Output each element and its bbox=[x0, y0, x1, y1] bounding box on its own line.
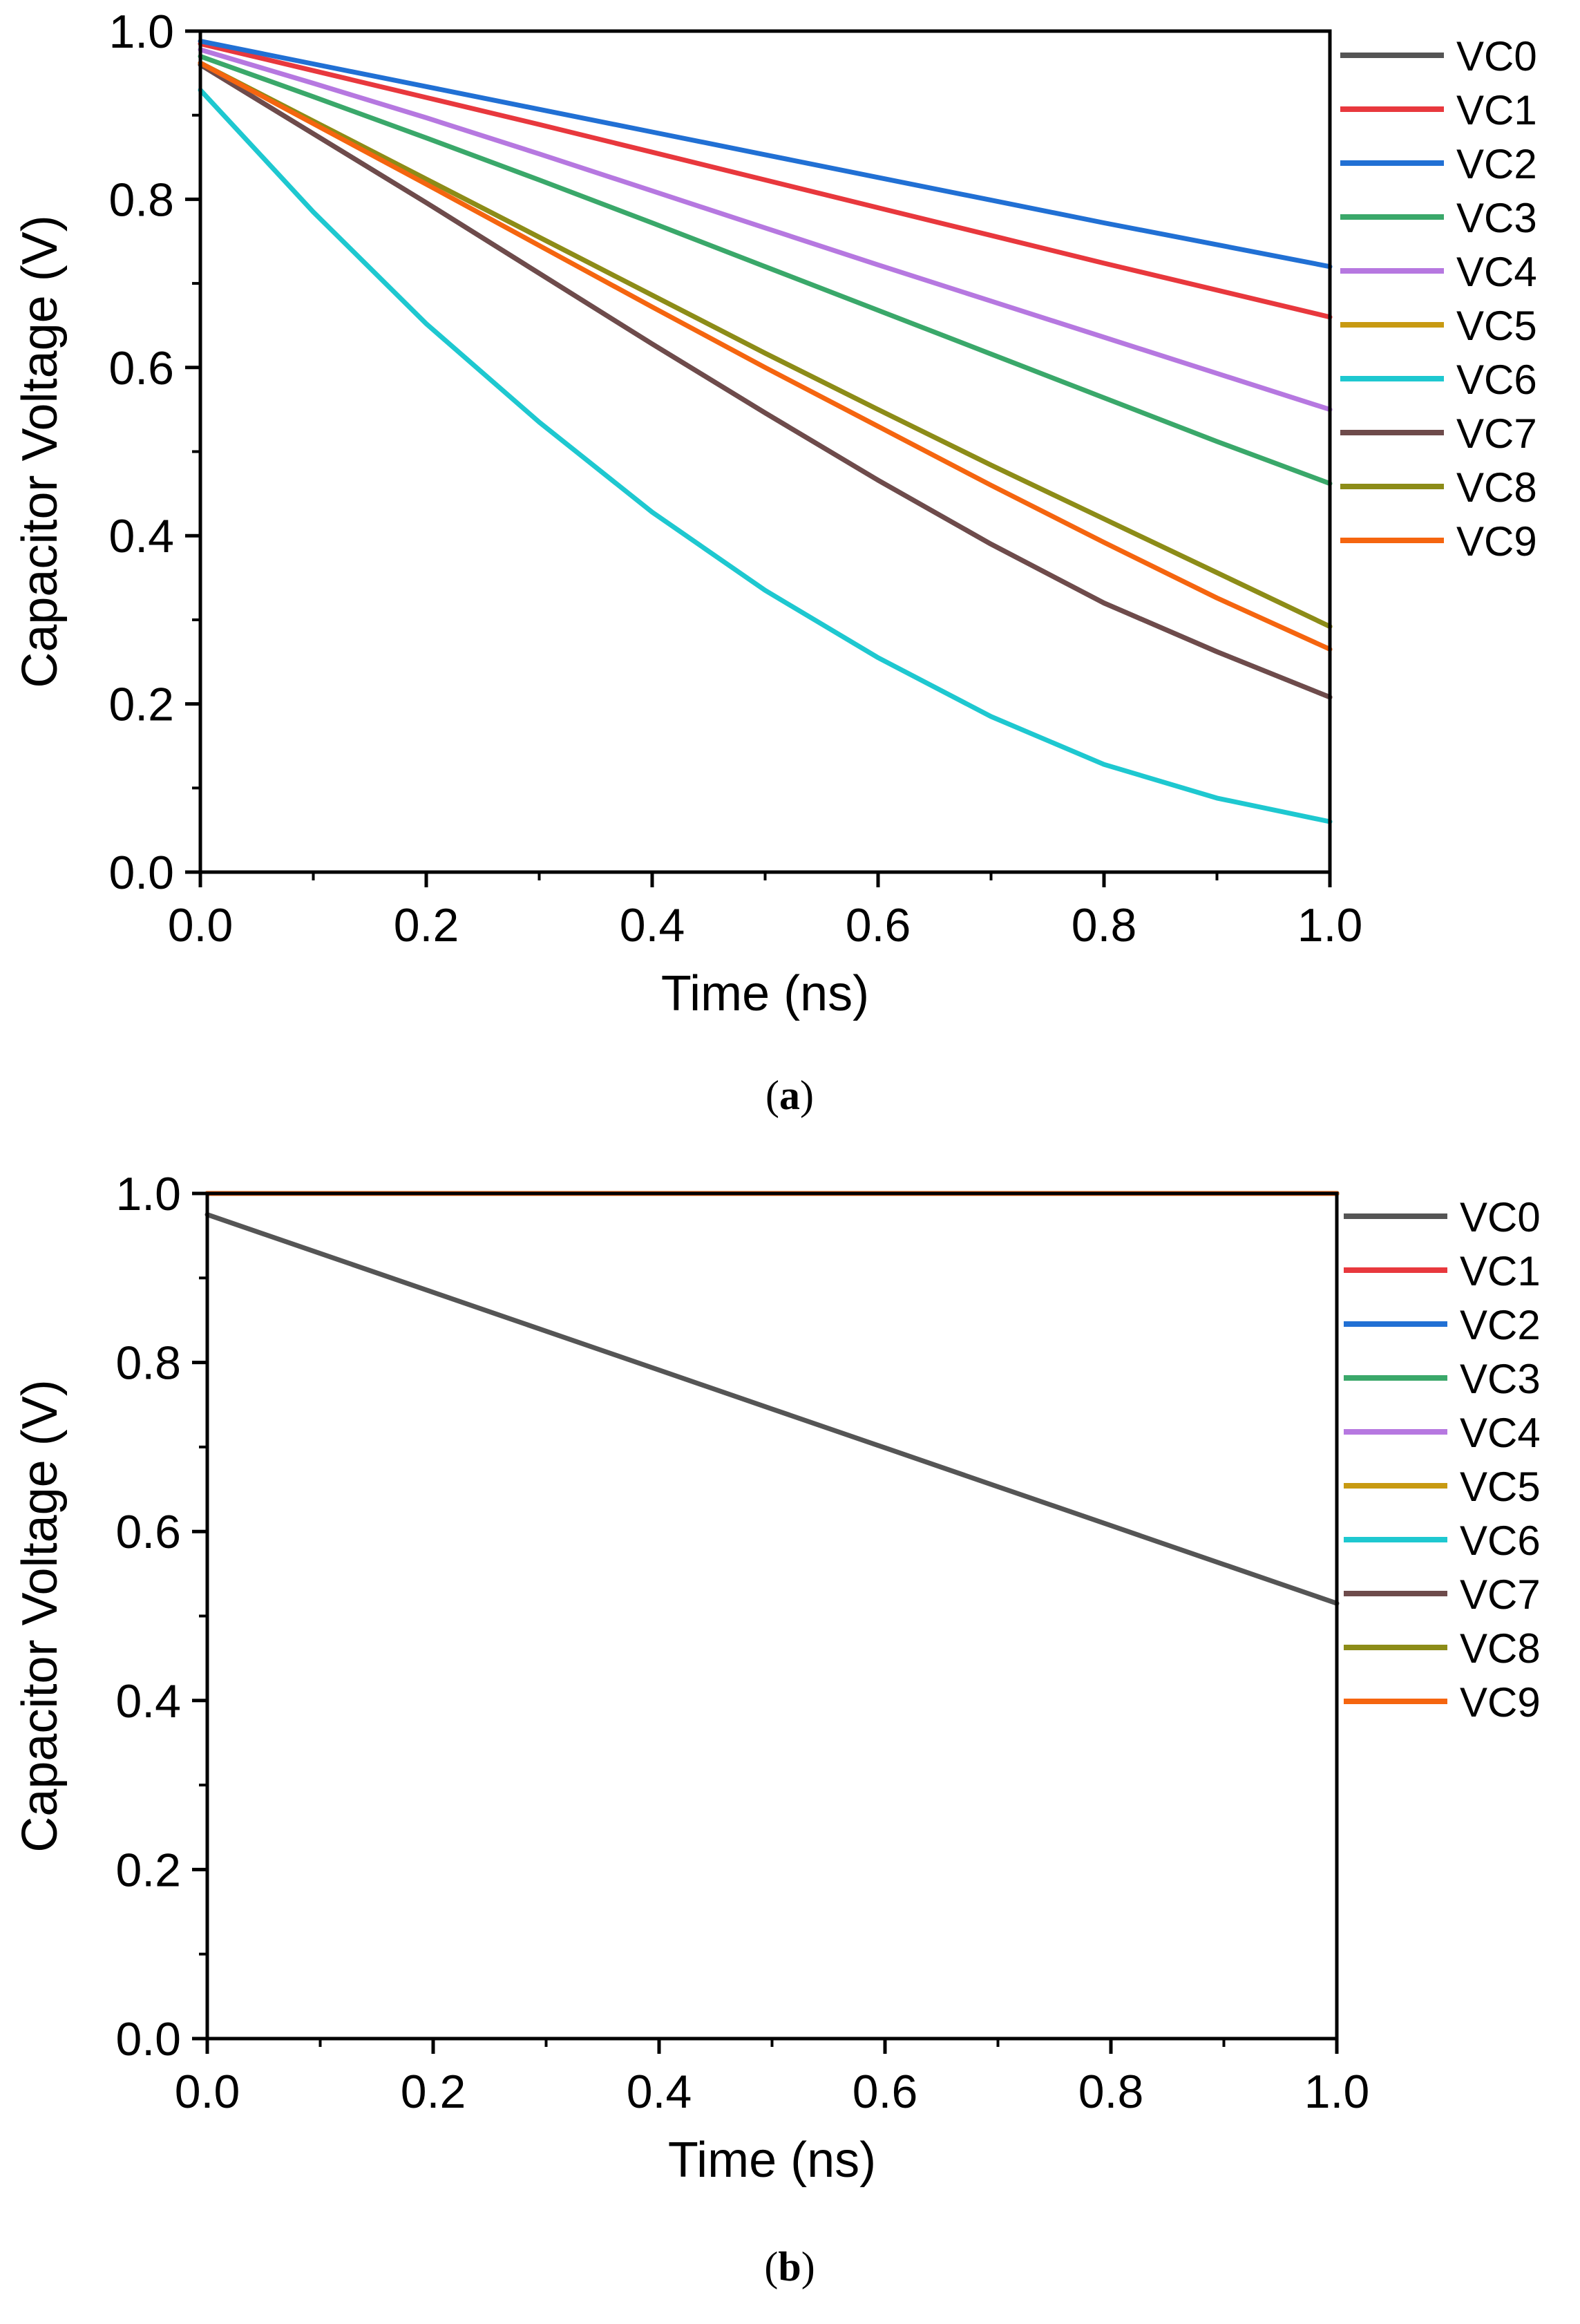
y-tick-label: 0.2 bbox=[108, 679, 174, 731]
series-line-vc0 bbox=[198, 62, 1333, 700]
series-line-vc8 bbox=[198, 60, 1333, 630]
series-line-vc6 bbox=[198, 87, 1333, 824]
caption-b: (b) bbox=[764, 2244, 815, 2289]
x-axis-title: Time (ns) bbox=[661, 966, 869, 1021]
x-tick-label: 0.2 bbox=[394, 899, 459, 952]
plot-frame bbox=[198, 29, 1332, 874]
y-tick-label: 0.2 bbox=[115, 1844, 181, 1896]
x-tick-label: 0.6 bbox=[846, 899, 911, 952]
caption-a: (a) bbox=[765, 1073, 814, 1118]
x-tick-label: 1.0 bbox=[1297, 899, 1363, 952]
chart-panel-b: 0.0 0.2 0.4 0.6 0.8 1.0 0.0 0.2 0.4 0.6 0.8 1.0 Time… bbox=[12, 1168, 1541, 2188]
legend-label-vc3: VC3 bbox=[1460, 1356, 1541, 1402]
legend-label-vc5: VC5 bbox=[1456, 303, 1537, 349]
y-tick-label: 0.0 bbox=[108, 847, 174, 899]
series-line-vc7 bbox=[198, 62, 1333, 700]
legend: VC0 VC1 VC2 VC3 VC4 VC5 VC6 VC7 VC8 VC9 bbox=[1344, 1194, 1541, 1726]
legend-label-vc4: VC4 bbox=[1460, 1410, 1541, 1456]
y-axis-title: Capacitor Voltage (V) bbox=[12, 215, 68, 688]
legend-label-vc3: VC3 bbox=[1456, 195, 1537, 241]
legend-label-vc2: VC2 bbox=[1460, 1302, 1541, 1348]
legend-label-vc8: VC8 bbox=[1460, 1625, 1541, 1672]
legend-label-vc6: VC6 bbox=[1460, 1518, 1541, 1564]
x-tick-label: 1.0 bbox=[1304, 2066, 1370, 2118]
x-tick-label: 0.4 bbox=[627, 2066, 692, 2118]
legend-label-vc7: VC7 bbox=[1460, 1571, 1541, 1618]
y-tick-label: 0.6 bbox=[108, 342, 174, 395]
series-line-vc4 bbox=[198, 47, 1333, 413]
legend-label-vc2: VC2 bbox=[1456, 141, 1537, 187]
series-line-vc3 bbox=[198, 54, 1333, 486]
series-line-vc2 bbox=[198, 39, 1333, 270]
x-axis-title: Time (ns) bbox=[668, 2133, 876, 2188]
series-line-vc0 bbox=[204, 1212, 1340, 1606]
y-tick-label: 0.0 bbox=[115, 2013, 181, 2066]
legend-label-vc1: VC1 bbox=[1456, 87, 1537, 133]
series-line-vc1 bbox=[198, 41, 1333, 320]
legend-label-vc6: VC6 bbox=[1456, 357, 1537, 403]
x-tick-label: 0.4 bbox=[620, 899, 685, 952]
caption-a-letter: a bbox=[779, 1073, 800, 1118]
legend-label-vc7: VC7 bbox=[1456, 410, 1537, 457]
plot-frame bbox=[205, 1191, 1339, 2041]
y-tick-label: 0.6 bbox=[115, 1506, 181, 1558]
y-tick-label: 0.8 bbox=[115, 1337, 181, 1390]
x-tick-label: 0.0 bbox=[175, 2066, 240, 2118]
y-tick-label: 0.4 bbox=[108, 510, 174, 563]
x-tick-label: 0.8 bbox=[1072, 899, 1137, 952]
x-tick-label: 0.0 bbox=[168, 899, 234, 952]
series-line-vc9 bbox=[198, 60, 1333, 652]
legend-label-vc0: VC0 bbox=[1460, 1194, 1541, 1240]
legend: VC0 VC1 VC2 VC3 VC4 VC5 VC6 VC7 VC8 VC9 bbox=[1340, 33, 1537, 565]
caption-b-letter: b bbox=[778, 2244, 801, 2289]
y-tick-label: 1.0 bbox=[108, 6, 174, 58]
y-tick-label: 0.4 bbox=[115, 1675, 181, 1728]
y-axis-title: Capacitor Voltage (V) bbox=[12, 1379, 68, 1852]
x-tick-label: 0.6 bbox=[853, 2066, 918, 2118]
legend-label-vc1: VC1 bbox=[1460, 1248, 1541, 1294]
legend-label-vc5: VC5 bbox=[1460, 1464, 1541, 1510]
chart-panel-a: 0.0 0.2 0.4 0.6 0.8 1.0 0.0 0.2 0.4 0.6 0.8 1.0 Time… bbox=[12, 6, 1537, 1021]
legend-label-vc8: VC8 bbox=[1456, 464, 1537, 511]
y-tick-label: 1.0 bbox=[115, 1168, 181, 1220]
legend-label-vc9: VC9 bbox=[1456, 518, 1537, 565]
legend-label-vc0: VC0 bbox=[1456, 33, 1537, 79]
legend-label-vc4: VC4 bbox=[1456, 249, 1537, 295]
legend-label-vc9: VC9 bbox=[1460, 1679, 1541, 1726]
x-tick-label: 0.8 bbox=[1078, 2066, 1144, 2118]
y-tick-label: 0.8 bbox=[108, 173, 174, 226]
x-tick-label: 0.2 bbox=[401, 2066, 466, 2118]
